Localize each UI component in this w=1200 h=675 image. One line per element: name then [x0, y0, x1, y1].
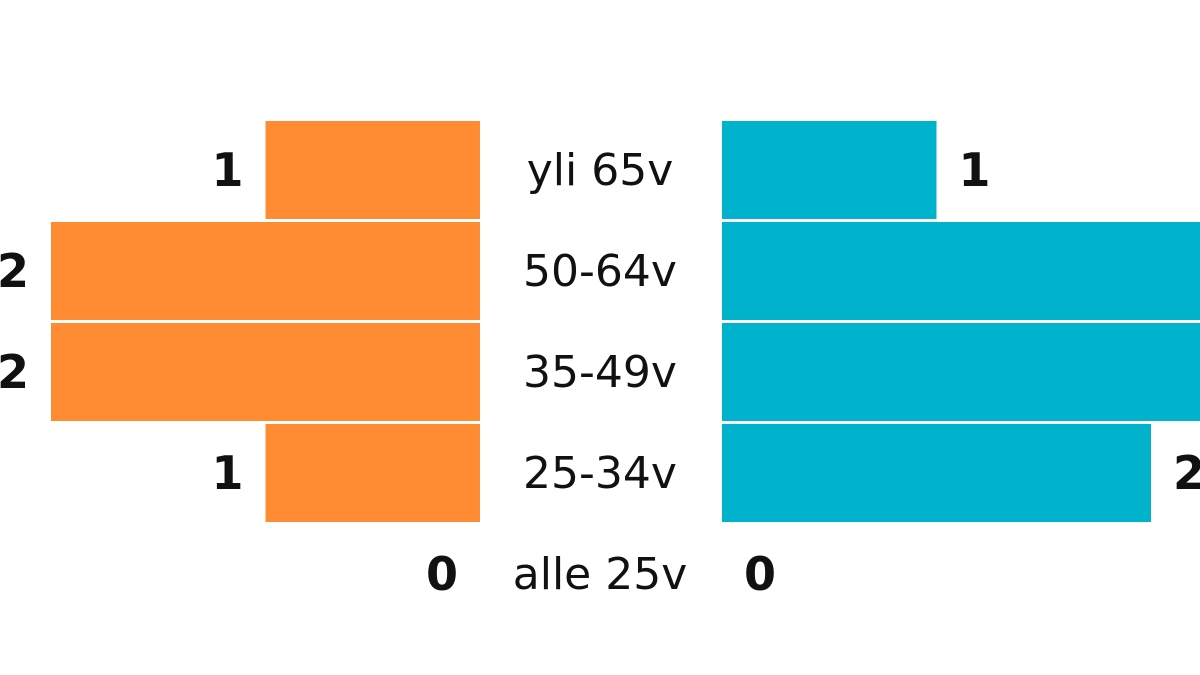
- category-label-0: yli 65v: [527, 145, 674, 196]
- right-value-label-3: 2: [1173, 446, 1200, 500]
- left-value-label-2: 2: [0, 345, 29, 399]
- left-bar-3: [265, 424, 480, 522]
- right-bar-2: [722, 323, 1200, 421]
- left-value-label-0: 1: [211, 143, 243, 197]
- right-bar-3: [722, 424, 1151, 522]
- category-label-1: 50-64v: [523, 246, 677, 297]
- value-labels: 1123231200: [0, 143, 1200, 601]
- left-bar-0: [265, 121, 480, 219]
- right-value-label-4: 0: [744, 547, 776, 601]
- right-bar-0: [722, 121, 937, 219]
- left-bar-2: [51, 323, 480, 421]
- category-label-2: 35-49v: [523, 347, 677, 398]
- category-labels: yli 65v 50-64v 35-49v 25-34v alle 25v: [513, 145, 688, 600]
- right-value-label-0: 1: [959, 143, 991, 197]
- left-bar-1: [51, 222, 480, 320]
- category-label-4: alle 25v: [513, 549, 688, 600]
- category-label-3: 25-34v: [523, 448, 677, 499]
- left-value-label-4: 0: [426, 547, 458, 601]
- left-value-label-3: 1: [211, 446, 243, 500]
- right-bar-1: [722, 222, 1200, 320]
- right-series-bars: [722, 121, 1200, 522]
- left-series-bars: [51, 121, 480, 522]
- left-value-label-1: 2: [0, 244, 29, 298]
